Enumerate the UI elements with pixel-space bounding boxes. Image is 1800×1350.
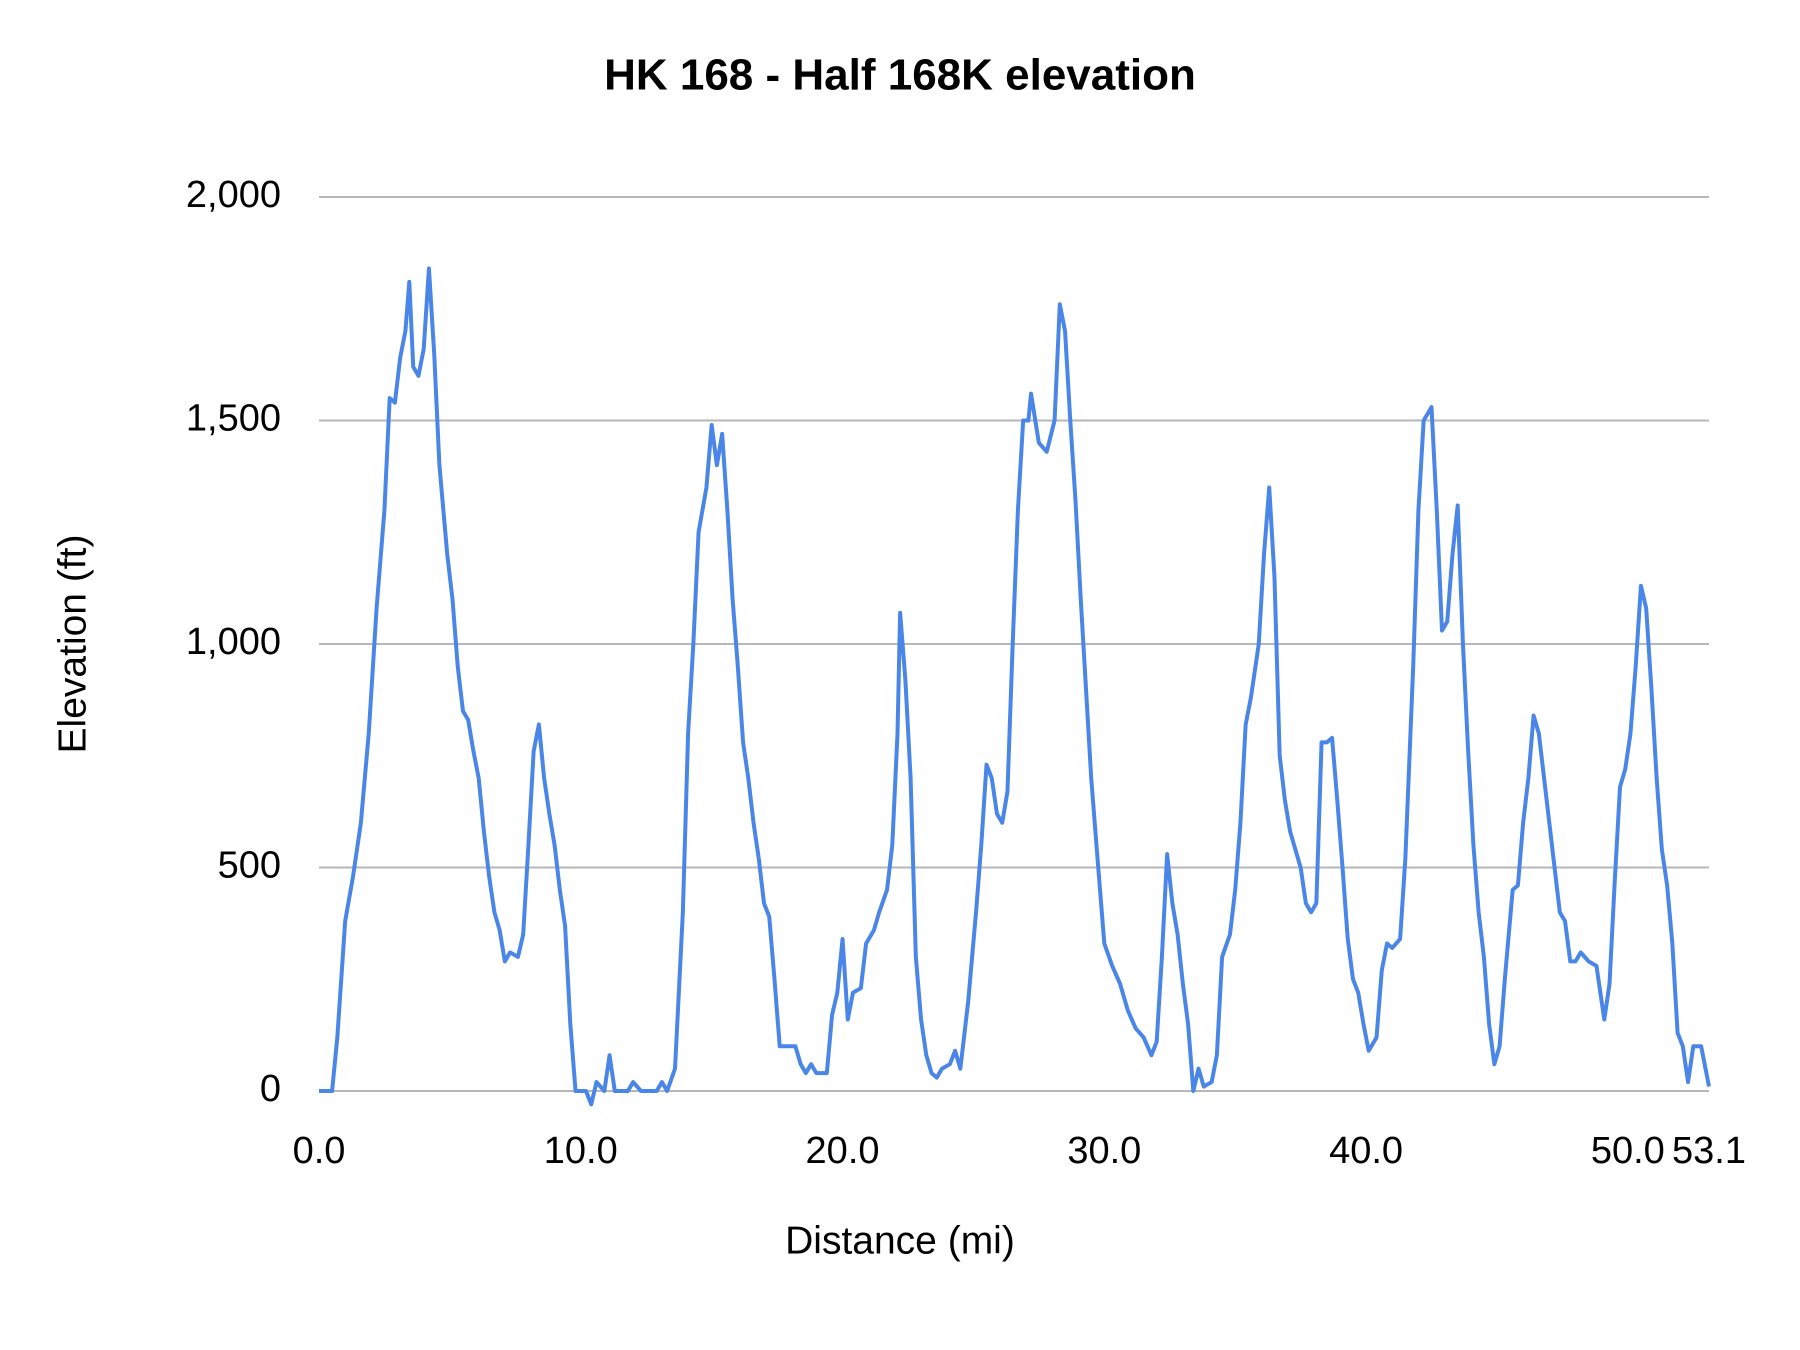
x-tick-label: 30.0 [1067, 1130, 1141, 1172]
x-tick-label: 40.0 [1329, 1130, 1403, 1172]
y-tick-label: 0 [260, 1068, 281, 1110]
y-tick-label: 1,500 [186, 398, 281, 440]
y-axis-title: Elevation (ft) [51, 535, 94, 754]
elevation-line [319, 266, 1711, 1107]
x-tick-label: 20.0 [806, 1130, 880, 1172]
y-tick-label: 2,000 [186, 174, 281, 216]
x-tick-label: 53.1 [1672, 1130, 1746, 1172]
chart-title: HK 168 - Half 168K elevation [604, 51, 1196, 100]
x-axis-title: Distance (mi) [785, 1219, 1015, 1262]
y-tick-label: 1,000 [186, 621, 281, 663]
x-tick-label: 0.0 [293, 1130, 346, 1172]
x-tick-label: 10.0 [544, 1130, 618, 1172]
x-tick-label: 50.0 [1591, 1130, 1665, 1172]
y-tick-label: 500 [218, 845, 281, 887]
